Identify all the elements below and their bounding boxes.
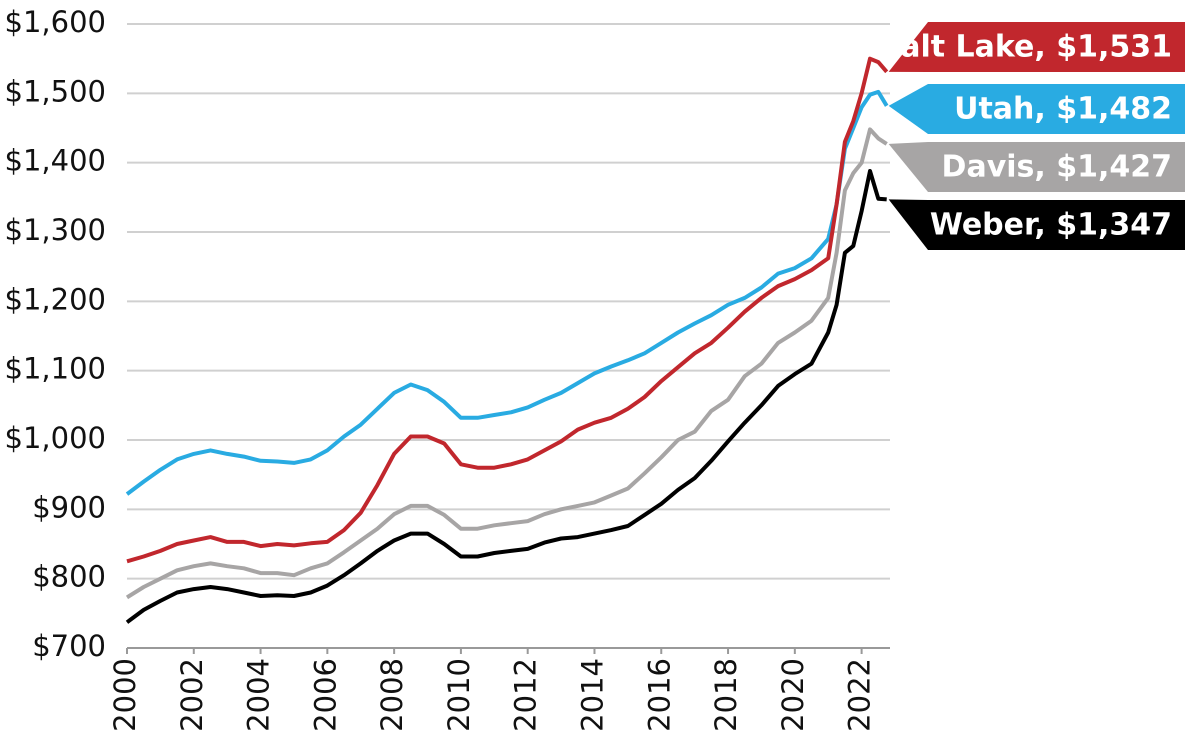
series-line — [125, 89, 889, 496]
x-tick-label: 2022 — [843, 658, 877, 732]
end-label: Weber, $1,347 — [888, 199, 1185, 250]
y-tick-label: $1,300 — [5, 213, 106, 247]
series-line — [125, 127, 888, 600]
end-label: Salt Lake, $1,531 — [879, 22, 1185, 72]
end-label-banner — [888, 199, 1185, 250]
series-line — [126, 56, 889, 564]
y-tick-label: $1,400 — [5, 144, 106, 178]
y-tick-label: $700 — [32, 629, 106, 663]
y-tick-label: $800 — [32, 560, 106, 594]
y-tick-label: $1,000 — [5, 421, 106, 455]
end-label-banner — [888, 142, 1185, 192]
end-label-text: Weber, $1,347 — [930, 208, 1172, 243]
y-tick-label: $1,500 — [5, 74, 106, 108]
y-tick-label: $1,100 — [5, 352, 106, 386]
y-tick-label: $1,200 — [5, 282, 106, 316]
end-label-banner — [888, 84, 1185, 134]
x-tick-label: 2020 — [776, 658, 810, 732]
end-label-text: Davis, $1,427 — [942, 150, 1172, 185]
x-tick-label: 2000 — [108, 658, 142, 732]
end-label-text: Salt Lake, $1,531 — [879, 30, 1172, 65]
end-label-text: Utah, $1,482 — [954, 92, 1172, 127]
y-tick-label: $1,600 — [5, 5, 106, 39]
end-label: Davis, $1,427 — [888, 142, 1185, 192]
x-tick-label: 2002 — [175, 658, 209, 732]
x-tick-label: 2010 — [442, 658, 476, 732]
end-label: Utah, $1,482 — [888, 84, 1185, 134]
x-tick-label: 2004 — [242, 658, 276, 732]
end-label-banner — [888, 22, 1185, 72]
x-tick-label: 2018 — [709, 658, 743, 732]
series-line — [125, 169, 887, 624]
x-tick-label: 2016 — [642, 658, 676, 732]
x-tick-label: 2012 — [509, 658, 543, 732]
y-tick-label: $900 — [32, 490, 106, 524]
x-tick-label: 2008 — [375, 658, 409, 732]
x-tick-label: 2006 — [308, 658, 342, 732]
x-tick-label: 2014 — [575, 658, 609, 732]
